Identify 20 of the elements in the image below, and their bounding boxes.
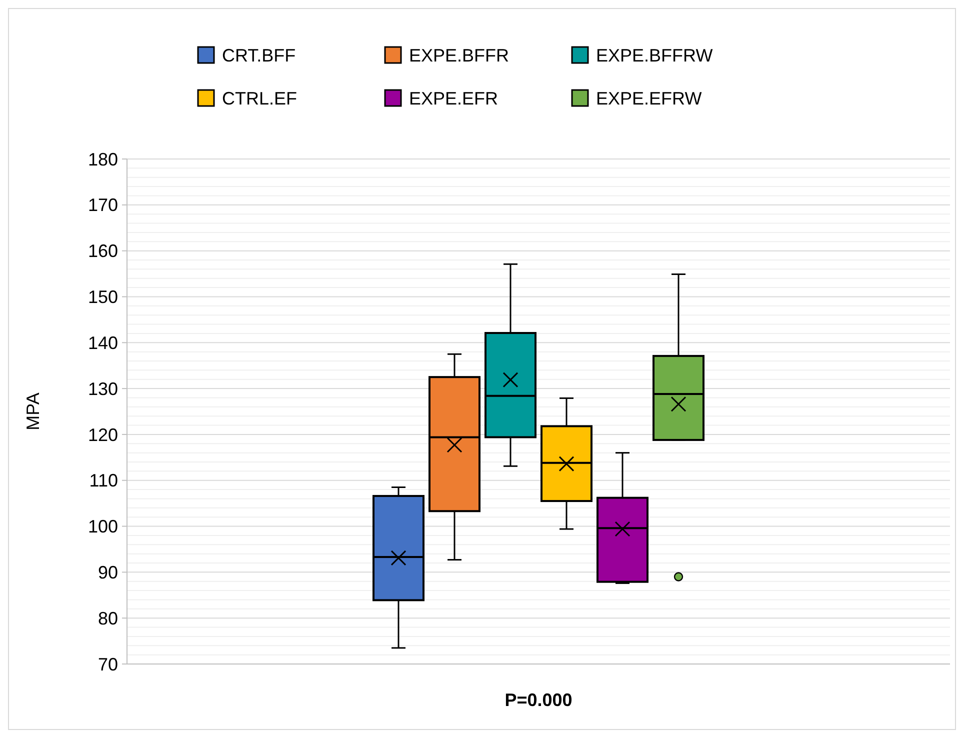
legend-label: EXPE.EFR: [409, 88, 498, 108]
y-tick-label: 160: [88, 241, 118, 262]
y-tick-label: 140: [88, 332, 118, 353]
y-tick-label: 110: [89, 470, 118, 491]
y-tick-label: 120: [88, 424, 118, 445]
legend-label: EXPE.BFFR: [409, 45, 510, 66]
legend-label: EXPE.EFRW: [596, 88, 702, 108]
legend-label: CRT.BFF: [222, 45, 296, 66]
legend-label: CTRL.EF: [222, 88, 298, 108]
y-tick-label: 80: [98, 608, 118, 628]
y-tick-label: 130: [88, 378, 118, 399]
y-axis-title: MPA: [23, 392, 43, 430]
x-tick-label: P=0.000: [504, 690, 572, 710]
y-tick-label: 170: [88, 195, 118, 216]
y-tick-label: 70: [98, 654, 118, 674]
y-tick-label: 90: [98, 562, 118, 582]
legend-label: EXPE.BFFRW: [596, 45, 713, 66]
y-tick-label: 150: [88, 287, 118, 308]
y-tick-label: 100: [88, 516, 118, 537]
y-tick-label: 180: [88, 149, 118, 170]
